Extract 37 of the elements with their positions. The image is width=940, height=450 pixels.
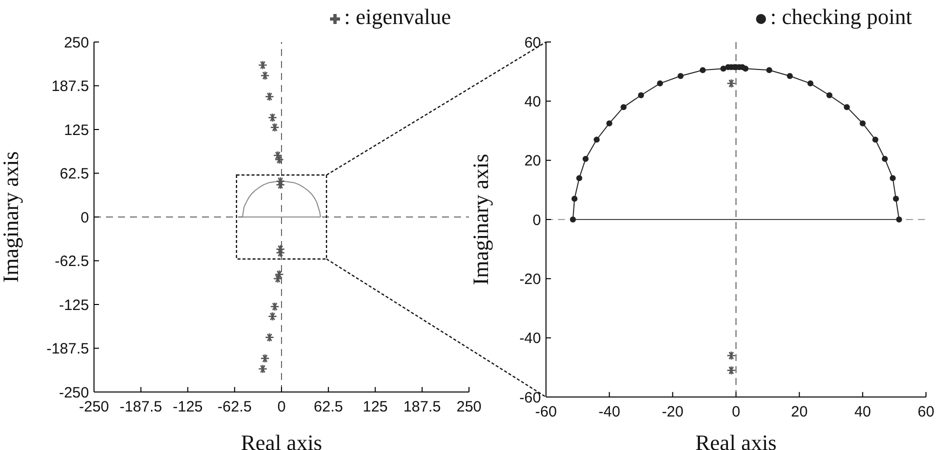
x-tick-label: 250 — [456, 398, 482, 416]
legend-label: : checking point — [770, 4, 912, 29]
y-tick-label: -20 — [519, 270, 541, 288]
x-tick-label: -60 — [535, 404, 557, 421]
y-tick-label: 250 — [64, 34, 89, 52]
x-tick-label: -187.5 — [120, 398, 162, 416]
x-tick-label: 187.5 — [403, 398, 441, 416]
x-axis-title: Real axis — [695, 430, 777, 450]
x-axis-title: Real axis — [240, 430, 322, 450]
x-tick-label: -125 — [172, 398, 203, 416]
y-tick-label: -62.5 — [54, 253, 89, 270]
y-tick-label: 62.5 — [60, 166, 89, 183]
y-tick-label: 20 — [524, 152, 541, 170]
x-tick-label: 0 — [277, 398, 286, 416]
y-axis-title: Imaginary axis — [468, 154, 493, 286]
y-tick-label: 0 — [532, 212, 541, 229]
y-tick-label: -40 — [519, 330, 541, 348]
y-tick-label: 187.5 — [51, 78, 89, 96]
x-tick-label: 0 — [732, 404, 740, 421]
y-tick-label: 60 — [524, 34, 541, 52]
y-tick-label: 125 — [64, 122, 89, 139]
x-tick-label: -250 — [78, 398, 110, 416]
y-axis-title: Imaginary axis — [0, 151, 23, 283]
x-tick-label: 40 — [854, 404, 872, 421]
legend-label: : eigenvalue — [344, 4, 451, 29]
x-tick-label: 20 — [790, 404, 808, 421]
y-tick-label: 40 — [524, 93, 541, 110]
y-tick-label: 0 — [80, 209, 89, 226]
y-tick-label: -125 — [58, 296, 89, 314]
x-tick-label: 125 — [362, 398, 388, 416]
x-tick-label: -20 — [662, 404, 684, 421]
x-tick-label: 62.5 — [314, 398, 343, 416]
y-tick-label: -187.5 — [46, 340, 89, 358]
x-tick-label: -62.5 — [218, 398, 252, 416]
x-tick-label: -40 — [598, 404, 620, 421]
x-tick-label: 60 — [918, 404, 934, 421]
y-tick-label: -250 — [58, 384, 89, 402]
